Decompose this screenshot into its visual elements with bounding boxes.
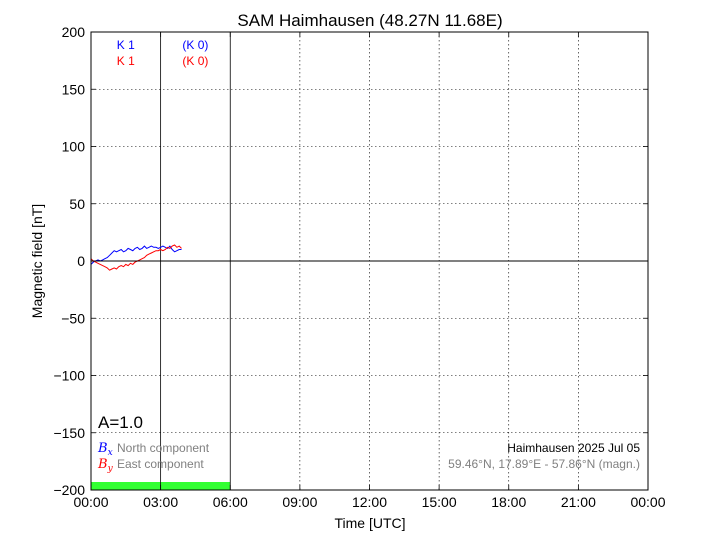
x-tick-label: 00:00 <box>73 494 108 510</box>
legend-symbol-bx-letter: B <box>97 441 108 456</box>
k-index-label: K 1 <box>117 38 135 52</box>
y-tick-label: 0 <box>77 253 85 269</box>
x-tick-label: 12:00 <box>352 494 387 510</box>
x-tick-label: 03:00 <box>143 494 178 510</box>
x-tick-label: 06:00 <box>213 494 248 510</box>
ticks: 00:00 03:00 06:00 09:00 12:00 15:00 18:00 21:00… <box>53 24 665 510</box>
x-tick-label: 18:00 <box>491 494 526 510</box>
legend-symbol-bx: Bx <box>97 441 113 458</box>
y-tick-label: −50 <box>61 310 85 326</box>
x-axis-label: Time [UTC] <box>334 515 405 531</box>
k-index-label: (K 0) <box>182 38 208 52</box>
legend: Bx North component By East component <box>97 441 210 474</box>
station-label: Haimhausen 2025 Jul 05 <box>507 441 640 455</box>
legend-symbol-bx-sub: x <box>108 448 113 458</box>
legend-label-by: East component <box>117 457 204 471</box>
y-axis-label: Magnetic field [nT] <box>29 204 45 318</box>
coords-label: 59.46°N, 17.89°E - 57.86°N (magn.) <box>448 457 640 471</box>
k-index-labels: K 1 (K 0) K 1 (K 0) <box>117 38 209 68</box>
y-tick-label: 100 <box>62 139 86 155</box>
legend-symbol-by: By <box>97 457 114 474</box>
series-layer <box>90 244 182 271</box>
k-index-label: (K 0) <box>182 54 208 68</box>
legend-symbol-by-letter: B <box>97 457 108 472</box>
y-tick-label: −200 <box>53 482 85 498</box>
x-tick-label: 09:00 <box>282 494 317 510</box>
legend-label-bx: North component <box>117 441 210 455</box>
y-tick-label: −150 <box>53 425 85 441</box>
y-tick-label: 200 <box>62 24 86 40</box>
legend-symbol-by-sub: y <box>107 464 114 474</box>
x-tick-label: 21:00 <box>561 494 596 510</box>
y-tick-label: 50 <box>69 196 85 212</box>
k-index-label: K 1 <box>117 54 135 68</box>
y-tick-label: −100 <box>53 368 85 384</box>
y-tick-label: 150 <box>62 81 86 97</box>
chart-title: SAM Haimhausen (48.27N 11.68E) <box>237 11 502 30</box>
series-line-y <box>90 244 182 271</box>
a-index: A=1.0 <box>98 413 143 432</box>
x-tick-label: 00:00 <box>630 494 665 510</box>
x-tick-label: 15:00 <box>422 494 457 510</box>
